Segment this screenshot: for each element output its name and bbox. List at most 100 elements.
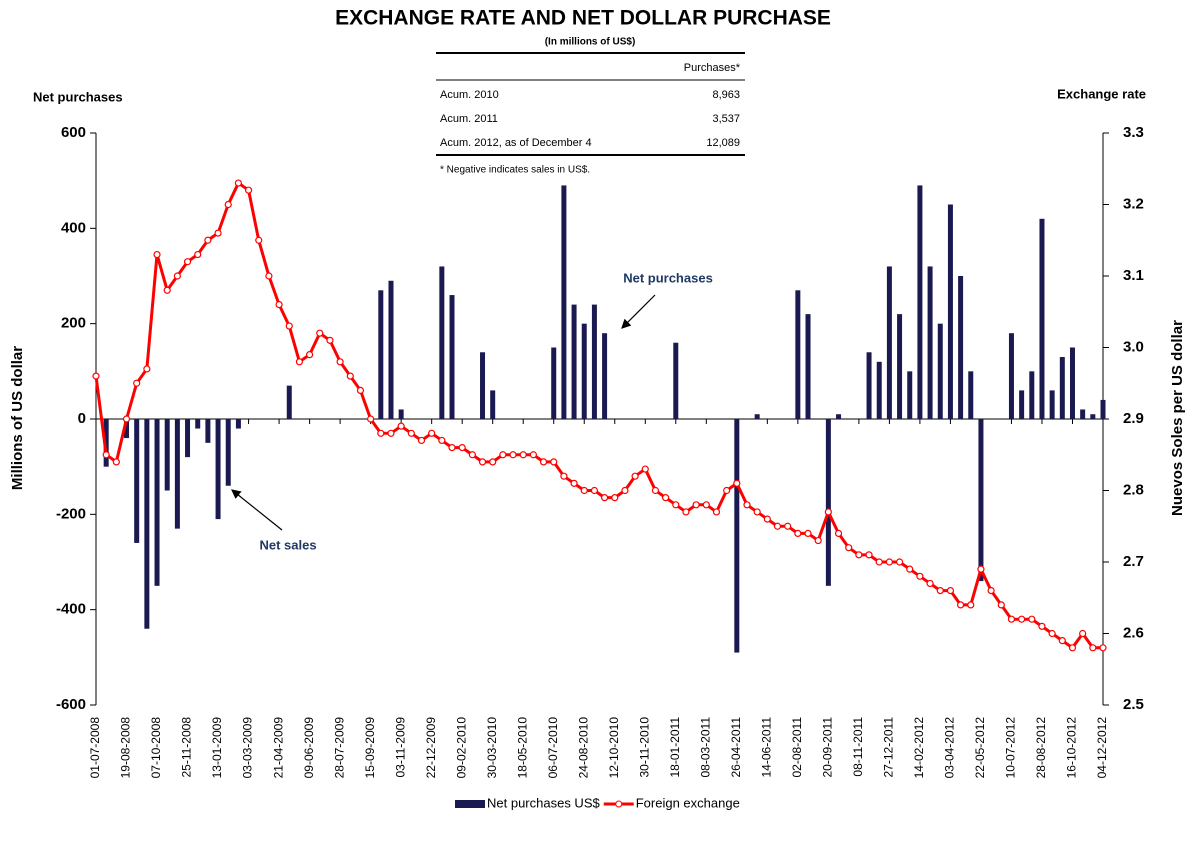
marker [600, 494, 609, 502]
bar [195, 419, 201, 429]
marker [326, 336, 334, 344]
x-tick-label: 08-03-2011 [698, 717, 712, 778]
plot-area: -600 -400 -200 0 200 400 600 2.5 2.6 2.7 2.8 2.9 3.0… [56, 124, 1144, 778]
table-cell: Acum. 2012, as of December 4 [440, 137, 592, 149]
x-tick-label: 22-05-2012 [973, 717, 987, 779]
marker [580, 486, 588, 495]
bar [225, 419, 231, 486]
marker [946, 586, 955, 595]
x-tick-label: 19-08-2008 [119, 717, 133, 779]
bar [480, 352, 486, 419]
marker [814, 536, 822, 545]
marker [682, 508, 690, 516]
bar [866, 352, 872, 419]
x-tick-label: 12-10-2010 [607, 717, 621, 779]
marker [692, 501, 700, 509]
x-tick-label: 20-09-2011 [821, 717, 835, 778]
bar [978, 419, 984, 582]
marker [1007, 615, 1016, 623]
y-title-top: Net purchases [33, 89, 123, 104]
bar [185, 419, 191, 458]
bar [439, 266, 445, 419]
table-cell: Acum. 2011 [440, 113, 498, 125]
x-tick-label: 09-06-2009 [302, 717, 316, 779]
marker [885, 558, 893, 566]
marker [1058, 637, 1066, 645]
bar [754, 414, 760, 419]
bar [968, 371, 974, 419]
y2-axis-label: Nuevos Soles per US dollar [1169, 320, 1186, 516]
marker [550, 458, 558, 466]
marker [875, 558, 883, 566]
y-tick-label: 0 [78, 410, 86, 427]
y2-tick-label: 3.2 [1123, 195, 1144, 212]
bar [795, 290, 801, 419]
x-tick-label: 02-08-2011 [790, 717, 804, 778]
bar [897, 314, 903, 419]
marker [1028, 615, 1036, 623]
marker [143, 365, 151, 373]
marker [631, 472, 639, 480]
table-cell: 8,963 [712, 89, 740, 101]
x-tick-label: 06-07-2010 [546, 717, 560, 779]
marker [956, 601, 965, 609]
legend-label: Foreign exchange [636, 795, 740, 810]
line [94, 180, 1103, 650]
bar [215, 419, 221, 520]
y2-tick-label: 2.7 [1123, 553, 1144, 570]
legend-label: Net purchases US$ [487, 795, 600, 810]
marker [244, 186, 253, 194]
marker [163, 286, 171, 294]
bar [1029, 371, 1035, 419]
marker [539, 458, 548, 466]
marker [702, 501, 710, 509]
marker [173, 272, 181, 280]
marker [367, 415, 375, 423]
y2-tick-label: 2.6 [1123, 624, 1144, 641]
bar [103, 419, 109, 467]
marker [560, 472, 568, 480]
bar [805, 314, 811, 419]
marker [336, 358, 344, 366]
bar [673, 342, 679, 419]
marker [753, 508, 761, 516]
marker [570, 479, 578, 487]
bar [1080, 409, 1086, 419]
legend-swatch [455, 800, 485, 808]
marker [662, 494, 670, 502]
marker [306, 351, 314, 359]
marker [224, 200, 232, 209]
legend-swatch [615, 800, 623, 808]
marker [448, 444, 456, 452]
marker [773, 522, 782, 530]
x-tick-label: 03-03-2009 [241, 717, 255, 779]
x-tick-label: 24-08-2010 [576, 717, 590, 779]
marker [92, 372, 100, 380]
marker [1018, 615, 1026, 623]
marker [153, 250, 161, 259]
marker [204, 236, 212, 244]
marker [906, 565, 914, 573]
marker [499, 451, 507, 459]
marker [733, 479, 741, 487]
marker [194, 250, 202, 259]
bar [825, 419, 831, 586]
bar [958, 276, 964, 419]
marker [183, 258, 192, 266]
marker [377, 429, 385, 437]
y-tick-label: 400 [61, 219, 86, 236]
x-tick-label: 22-12-2009 [424, 717, 438, 779]
x-tick-label: 10-07-2012 [1004, 717, 1018, 779]
x-tick-label: 08-11-2011 [851, 717, 865, 777]
x-tick-label: 14-02-2012 [912, 717, 926, 779]
y-tick-label: -200 [56, 505, 86, 522]
marker [255, 236, 263, 244]
inset-table: (In millions of US$) Purchases* * Negati… [432, 37, 748, 180]
marker [265, 272, 273, 280]
x-tick-label: 03-11-2009 [393, 717, 407, 778]
marker [1079, 629, 1087, 638]
marker [438, 436, 446, 445]
bar [1019, 390, 1025, 419]
marker [112, 458, 120, 466]
bar [1039, 218, 1045, 419]
